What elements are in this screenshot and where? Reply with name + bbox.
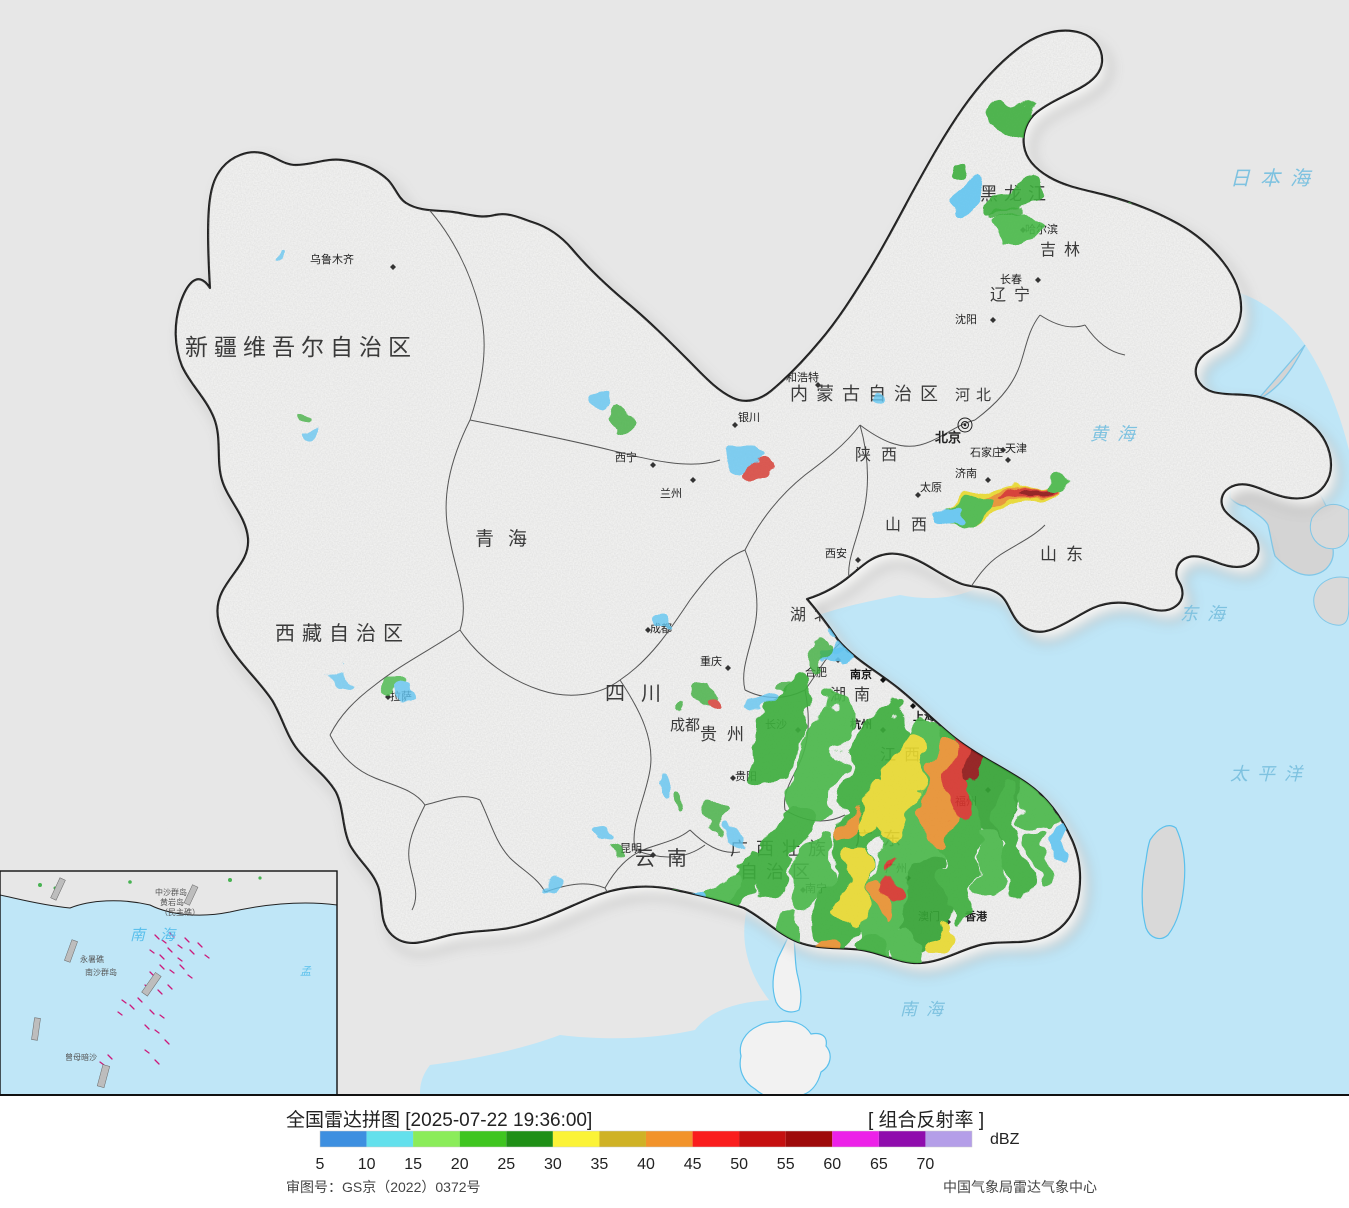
svg-text:15: 15 bbox=[404, 1156, 422, 1173]
svg-text:成都: 成都 bbox=[670, 717, 700, 734]
svg-text:60: 60 bbox=[823, 1156, 841, 1173]
svg-text:东海: 东海 bbox=[1180, 604, 1234, 624]
svg-text:济南: 济南 bbox=[955, 466, 977, 480]
svg-text:南 海: 南 海 bbox=[130, 927, 177, 944]
svg-text:银川: 银川 bbox=[738, 410, 760, 424]
svg-text:陕西: 陕西 bbox=[855, 446, 907, 464]
svg-text:35: 35 bbox=[591, 1156, 609, 1173]
svg-text:西宁: 西宁 bbox=[615, 450, 637, 464]
svg-text:日本海: 日本海 bbox=[1230, 168, 1320, 190]
svg-text:辽宁: 辽宁 bbox=[990, 286, 1038, 304]
svg-text:山东: 山东 bbox=[1040, 545, 1092, 564]
svg-text:南沙群岛: 南沙群岛 bbox=[85, 967, 117, 977]
svg-text:云南: 云南 bbox=[635, 847, 699, 870]
svg-text:石家庄: 石家庄 bbox=[970, 445, 1003, 459]
svg-text:中国气象局雷达气象中心: 中国气象局雷达气象中心 bbox=[943, 1179, 1097, 1195]
svg-text:贵州: 贵州 bbox=[700, 725, 754, 744]
svg-text:天津: 天津 bbox=[1005, 442, 1027, 455]
svg-text:青海: 青海 bbox=[475, 528, 541, 550]
svg-text:20: 20 bbox=[451, 1156, 469, 1173]
svg-text:10: 10 bbox=[358, 1156, 376, 1173]
svg-text:审图号：GS京（2022）0372号: 审图号：GS京（2022）0372号 bbox=[286, 1179, 481, 1195]
svg-text:昆明: 昆明 bbox=[620, 842, 642, 855]
svg-text:重庆: 重庆 bbox=[700, 654, 722, 668]
svg-text:长春: 长春 bbox=[1000, 273, 1022, 286]
svg-text:北京: 北京 bbox=[935, 430, 961, 445]
svg-text:兰州: 兰州 bbox=[660, 487, 682, 500]
svg-text:南京: 南京 bbox=[850, 667, 872, 681]
svg-text:四川: 四川 bbox=[605, 683, 677, 705]
svg-text:5: 5 bbox=[316, 1156, 325, 1173]
svg-text:45: 45 bbox=[684, 1156, 702, 1173]
svg-text:dBZ: dBZ bbox=[990, 1131, 1020, 1148]
svg-text:70: 70 bbox=[917, 1156, 935, 1173]
svg-text:孟: 孟 bbox=[300, 966, 312, 978]
svg-text:55: 55 bbox=[777, 1156, 795, 1173]
svg-text:新疆维吾尔自治区: 新疆维吾尔自治区 bbox=[185, 334, 417, 360]
svg-text:永暑礁: 永暑礁 bbox=[80, 954, 104, 964]
svg-text:西藏自治区: 西藏自治区 bbox=[275, 622, 410, 645]
svg-text:内蒙古自治区: 内蒙古自治区 bbox=[790, 384, 946, 404]
svg-text:30: 30 bbox=[544, 1156, 562, 1173]
svg-text:沈阳: 沈阳 bbox=[955, 312, 977, 326]
svg-text:河北: 河北 bbox=[955, 387, 997, 404]
svg-text:50: 50 bbox=[730, 1156, 748, 1173]
svg-text:西安: 西安 bbox=[825, 546, 847, 560]
svg-text:太平洋: 太平洋 bbox=[1230, 764, 1311, 784]
svg-text:（民主礁）: （民主礁） bbox=[160, 907, 200, 917]
svg-text:40: 40 bbox=[637, 1156, 655, 1173]
svg-text:25: 25 bbox=[497, 1156, 515, 1173]
svg-text:吉林: 吉林 bbox=[1040, 241, 1088, 259]
svg-text:黄岩岛: 黄岩岛 bbox=[160, 897, 184, 907]
svg-text:全国雷达拼图 [2025-07-22 19:36:00]: 全国雷达拼图 [2025-07-22 19:36:00] bbox=[286, 1109, 592, 1131]
svg-text:[ 组合反射率 ]: [ 组合反射率 ] bbox=[868, 1109, 984, 1131]
svg-text:南海: 南海 bbox=[900, 1000, 952, 1019]
svg-text:中沙群岛: 中沙群岛 bbox=[155, 887, 187, 897]
svg-text:乌鲁木齐: 乌鲁木齐 bbox=[310, 252, 354, 266]
svg-text:黄海: 黄海 bbox=[1090, 424, 1144, 444]
svg-text:65: 65 bbox=[870, 1156, 888, 1173]
svg-text:曾母暗沙: 曾母暗沙 bbox=[65, 1052, 97, 1062]
svg-text:太原: 太原 bbox=[920, 481, 942, 494]
